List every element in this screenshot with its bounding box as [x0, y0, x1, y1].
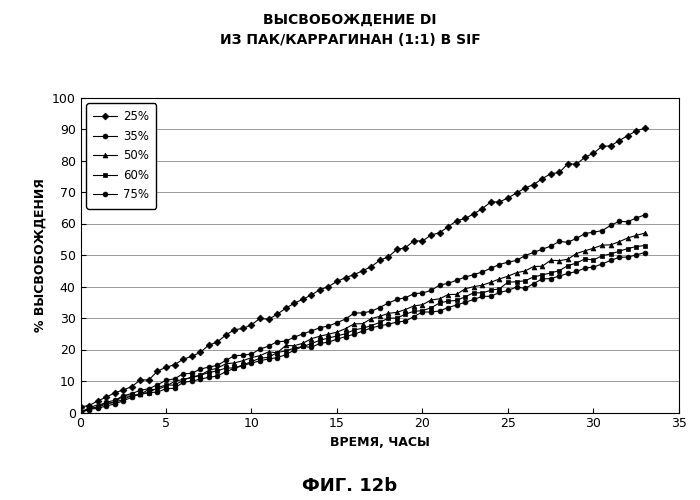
25%	[162, 364, 170, 370]
Text: ФИГ. 12b: ФИГ. 12b	[302, 477, 398, 495]
Text: ВЫСВОБОЖДЕНИЕ DI: ВЫСВОБОЖДЕНИЕ DI	[263, 12, 437, 26]
75%	[606, 258, 615, 264]
60%	[204, 370, 213, 376]
60%	[307, 340, 316, 346]
Line: 35%: 35%	[78, 212, 648, 415]
25%	[76, 404, 85, 409]
25%	[332, 278, 341, 284]
60%	[162, 382, 170, 388]
Line: 25%: 25%	[78, 126, 648, 409]
60%	[76, 410, 85, 416]
Text: ИЗ ПАК/КАРРАГИНАН (1:1) В SIF: ИЗ ПАК/КАРРАГИНАН (1:1) В SIF	[220, 32, 480, 46]
35%	[307, 328, 316, 334]
35%	[504, 259, 512, 265]
25%	[640, 125, 649, 131]
50%	[332, 329, 341, 335]
75%	[162, 386, 170, 392]
25%	[204, 342, 213, 348]
75%	[332, 336, 341, 342]
Line: 60%: 60%	[78, 243, 648, 415]
Legend: 25%, 35%, 50%, 60%, 75%: 25%, 35%, 50%, 60%, 75%	[86, 104, 156, 208]
75%	[204, 374, 213, 380]
50%	[640, 230, 649, 236]
25%	[504, 195, 512, 201]
50%	[307, 336, 316, 342]
75%	[640, 250, 649, 256]
60%	[332, 333, 341, 339]
60%	[606, 251, 615, 257]
X-axis label: ВРЕМЯ, ЧАСЫ: ВРЕМЯ, ЧАСЫ	[330, 436, 430, 449]
Line: 50%: 50%	[78, 230, 648, 415]
25%	[606, 143, 615, 149]
60%	[640, 242, 649, 248]
25%	[307, 292, 316, 298]
Line: 75%: 75%	[78, 250, 648, 415]
50%	[204, 368, 213, 374]
35%	[640, 212, 649, 218]
75%	[76, 410, 85, 416]
50%	[76, 410, 85, 416]
35%	[204, 364, 213, 370]
50%	[606, 242, 615, 248]
Y-axis label: % ВЫСВОБОЖДЕНИЯ: % ВЫСВОБОЖДЕНИЯ	[33, 178, 46, 332]
75%	[504, 288, 512, 294]
60%	[504, 279, 512, 285]
50%	[504, 273, 512, 279]
35%	[332, 320, 341, 326]
75%	[307, 344, 316, 350]
35%	[162, 378, 170, 384]
35%	[606, 222, 615, 228]
50%	[162, 383, 170, 389]
35%	[76, 410, 85, 416]
